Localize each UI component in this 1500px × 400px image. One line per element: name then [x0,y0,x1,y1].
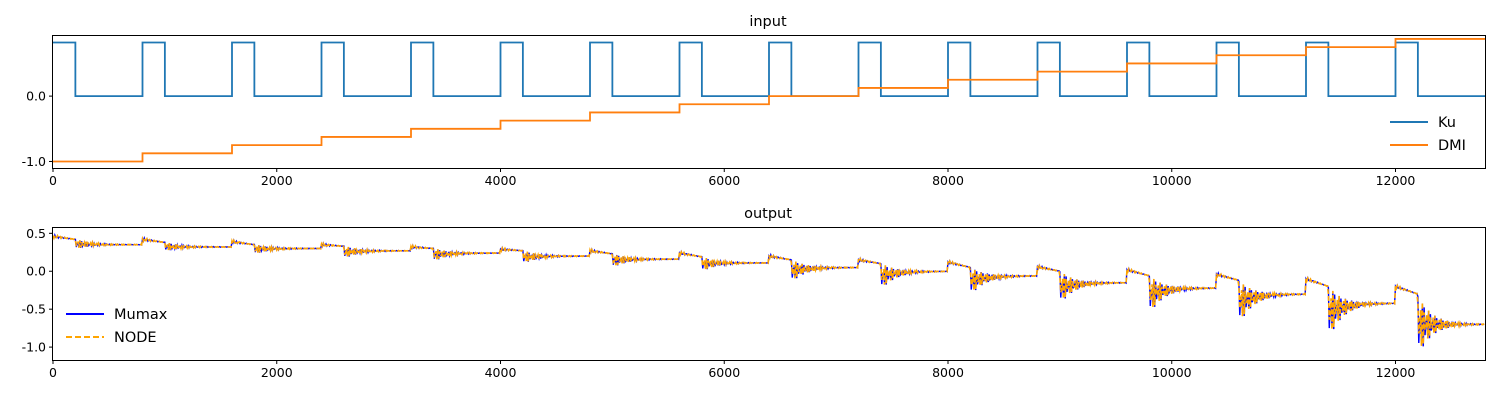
output-plot-area [52,232,1485,347]
x-tick-label: 4000 [485,365,517,380]
x-tick-label: 12000 [1376,365,1416,380]
x-tick-label: 8000 [932,173,964,188]
input-x-axis: 0 2000 4000 6000 8000 10000 12000 [49,168,1415,188]
series-line-ku [53,41,1485,98]
y-tick-label: 0.0 [26,89,46,104]
series-line-mumax [52,232,1485,347]
y-tick-label: 0.0 [26,264,46,279]
x-tick-label: 6000 [708,365,740,380]
output-axes-frame [52,227,1486,361]
y-tick-label: -0.5 [22,302,46,317]
x-tick-label: 4000 [485,173,517,188]
x-tick-label: 8000 [932,365,964,380]
x-tick-label: 10000 [1152,365,1192,380]
input-title: input [749,14,787,30]
legend-label-node: NODE [114,330,157,346]
input-subplot: input 0 2000 4000 6000 8000 10000 12000 -1.0 0.… [22,14,1486,188]
y-tick-label: -1.0 [22,340,46,355]
output-subplot: output 0 2000 4000 6000 8000 10000 12000 0.50.… [22,206,1486,380]
input-legend: Ku DMI [1390,115,1466,154]
input-plot-area [53,38,1485,163]
legend-label-mumax: Mumax [114,307,168,323]
output-y-axis: 0.5 0.0 -0.5 -1.0 [22,226,53,355]
x-tick-label: 10000 [1152,173,1192,188]
y-tick-label: -1.0 [22,154,46,169]
legend-label-dmi: DMI [1438,138,1466,154]
input-axes-frame [52,35,1486,169]
x-tick-label: 6000 [708,173,740,188]
output-legend: Mumax NODE [66,307,168,346]
x-tick-label: 2000 [261,365,293,380]
legend-label-ku: Ku [1438,115,1456,131]
x-tick-label: 0 [49,173,57,188]
input-y-axis: -1.0 0.0 [22,89,53,169]
x-tick-label: 12000 [1376,173,1416,188]
x-tick-label: 0 [49,365,57,380]
x-tick-label: 2000 [261,173,293,188]
output-x-axis: 0 2000 4000 6000 8000 10000 12000 [49,360,1415,380]
series-line-dmi [53,38,1485,163]
output-title: output [744,206,792,222]
y-tick-label: 0.5 [26,226,46,241]
series-line-node [52,233,1485,346]
